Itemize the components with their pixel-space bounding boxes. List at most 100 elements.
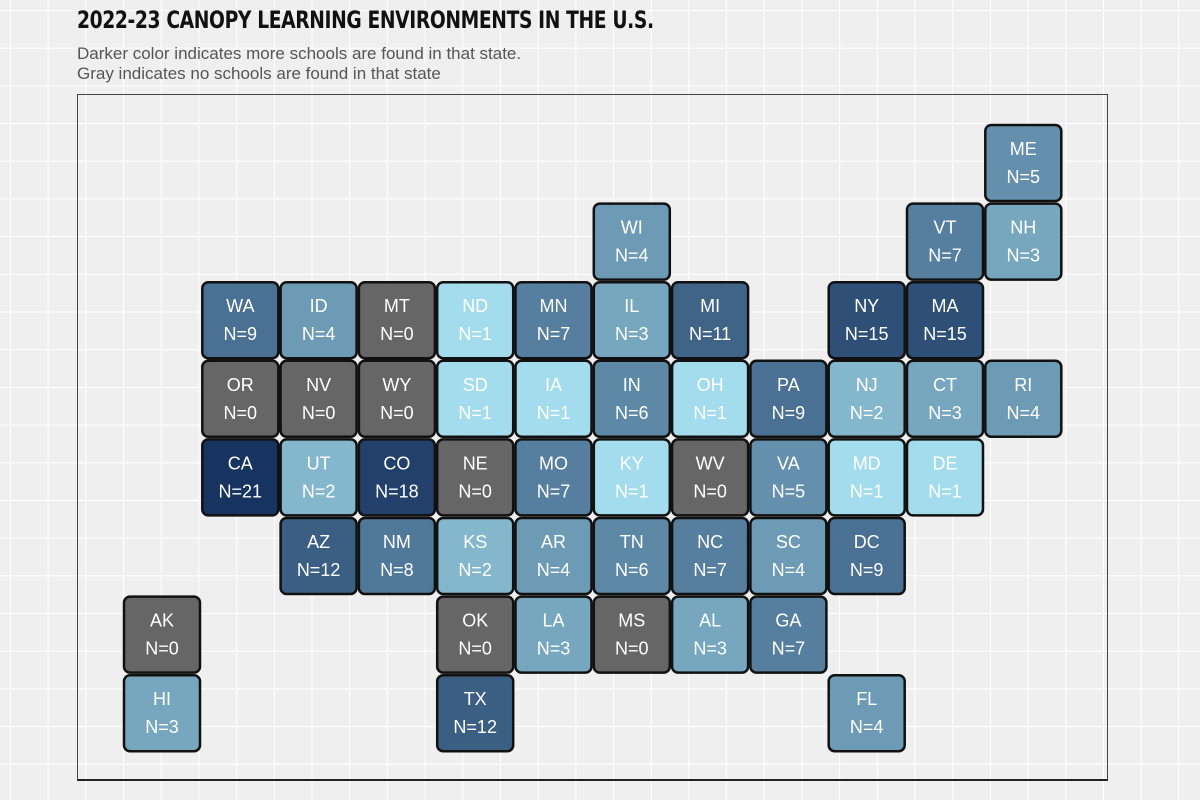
- state-count-label: N=0: [302, 403, 336, 423]
- state-tile-pa: PA N=9: [749, 359, 828, 439]
- state-abbr-label: AR: [541, 532, 566, 552]
- state-abbr-label: CA: [228, 453, 253, 473]
- tile-fill: [905, 359, 985, 439]
- state-abbr-label: ND: [462, 296, 488, 316]
- state-count-label: N=9: [772, 403, 806, 423]
- state-tile-ct: CT N=3: [905, 359, 985, 439]
- state-count-label: N=3: [1007, 246, 1041, 266]
- state-abbr-label: MT: [384, 296, 410, 316]
- chart-subtitle: Darker color indicates more schools are …: [77, 44, 521, 84]
- state-count-label: N=9: [850, 560, 884, 580]
- tile-fill: [279, 438, 358, 517]
- state-abbr-label: OR: [227, 375, 254, 395]
- state-abbr-label: NH: [1010, 218, 1036, 238]
- tile-fill: [592, 516, 672, 596]
- state-abbr-label: OK: [462, 611, 488, 631]
- tile-fill: [749, 438, 828, 517]
- state-abbr-label: MS: [618, 611, 645, 631]
- state-abbr-label: NM: [383, 532, 411, 552]
- state-abbr-label: TX: [464, 689, 487, 709]
- state-abbr-label: MA: [932, 296, 959, 316]
- state-abbr-label: VT: [933, 218, 956, 238]
- state-tile-ne: NE N=0: [435, 438, 515, 517]
- state-tile-me: ME N=5: [984, 123, 1063, 203]
- tile-fill: [592, 202, 672, 281]
- state-count-label: N=1: [850, 481, 884, 501]
- state-tile-nj: NJ N=2: [827, 359, 906, 439]
- state-abbr-label: PA: [777, 375, 800, 395]
- state-tile-ca: CA N=21: [201, 438, 280, 517]
- state-count-label: N=4: [772, 560, 806, 580]
- state-abbr-label: GA: [775, 611, 801, 631]
- state-abbr-label: SC: [776, 532, 801, 552]
- state-abbr-label: NV: [306, 375, 331, 395]
- state-abbr-label: NJ: [856, 375, 878, 395]
- state-count-label: N=4: [615, 246, 649, 266]
- state-count-label: N=1: [693, 403, 727, 423]
- state-tile-vt: VT N=7: [905, 202, 985, 281]
- state-tile-nv: NV N=0: [279, 359, 358, 439]
- tile-fill: [514, 280, 593, 360]
- state-abbr-label: MN: [540, 296, 568, 316]
- state-count-label: N=2: [302, 481, 336, 501]
- state-count-label: N=1: [615, 481, 649, 501]
- state-tile-wv: WV N=0: [670, 438, 750, 517]
- state-count-label: N=6: [615, 560, 649, 580]
- state-tile-wi: WI N=4: [592, 202, 672, 281]
- state-tile-nm: NM N=8: [357, 516, 437, 596]
- tile-fill: [279, 280, 358, 360]
- state-count-label: N=0: [145, 639, 179, 659]
- tile-fill: [905, 438, 985, 517]
- state-count-label: N=6: [615, 403, 649, 423]
- tile-fill: [592, 359, 672, 439]
- tile-fill: [357, 516, 437, 596]
- state-abbr-label: FL: [856, 689, 877, 709]
- state-tile-de: DE N=1: [905, 438, 985, 517]
- state-count-label: N=12: [297, 560, 341, 580]
- state-count-label: N=7: [537, 324, 571, 344]
- state-abbr-label: CT: [933, 375, 957, 395]
- state-tile-ny: NY N=15: [827, 280, 906, 360]
- tile-fill: [514, 516, 593, 596]
- state-abbr-label: LA: [542, 611, 564, 631]
- tile-fill: [670, 595, 750, 674]
- state-tile-ga: GA N=7: [749, 595, 828, 674]
- tile-fill: [435, 673, 515, 753]
- state-abbr-label: IL: [624, 296, 639, 316]
- state-tile-il: IL N=3: [592, 280, 672, 360]
- state-tile-tx: TX N=12: [435, 673, 515, 753]
- state-tile-mt: MT N=0: [357, 280, 437, 360]
- state-abbr-label: CO: [383, 453, 410, 473]
- state-count-label: N=1: [928, 481, 962, 501]
- state-abbr-label: UT: [307, 453, 331, 473]
- state-count-label: N=4: [1007, 403, 1041, 423]
- tile-fill: [670, 280, 750, 360]
- state-tile-al: AL N=3: [670, 595, 750, 674]
- state-tile-la: LA N=3: [514, 595, 593, 674]
- tile-fill: [357, 359, 437, 439]
- tile-fill: [122, 673, 202, 753]
- state-count-label: N=0: [224, 403, 258, 423]
- tile-fill: [670, 359, 750, 439]
- state-count-label: N=4: [302, 324, 336, 344]
- state-tile-md: MD N=1: [827, 438, 906, 517]
- state-abbr-label: WY: [382, 375, 411, 395]
- state-abbr-label: HI: [153, 689, 171, 709]
- state-abbr-label: ID: [310, 296, 328, 316]
- state-count-label: N=0: [380, 324, 414, 344]
- state-count-label: N=0: [458, 639, 492, 659]
- state-count-label: N=3: [928, 403, 962, 423]
- state-tile-ks: KS N=2: [435, 516, 515, 596]
- state-count-label: N=1: [537, 403, 571, 423]
- state-abbr-label: NE: [463, 453, 488, 473]
- state-tile-mi: MI N=11: [670, 280, 750, 360]
- tile-fill: [435, 595, 515, 674]
- state-tile-ia: IA N=1: [514, 359, 593, 439]
- state-count-label: N=1: [458, 403, 492, 423]
- tile-fill: [670, 516, 750, 596]
- state-count-label: N=0: [458, 481, 492, 501]
- state-abbr-label: VA: [777, 453, 800, 473]
- state-abbr-label: MI: [700, 296, 720, 316]
- state-tile-ms: MS N=0: [592, 595, 672, 674]
